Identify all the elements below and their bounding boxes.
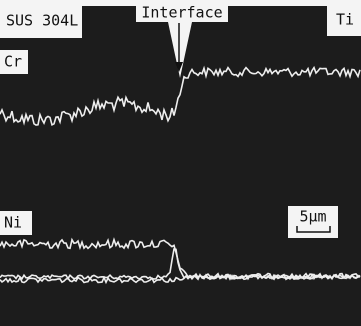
label-cr: Cr (4, 53, 22, 71)
label-left-material: SUS 304L (6, 12, 78, 30)
label-right-material: Ti (336, 11, 354, 29)
micrograph: SUS 304L Interface Ti Cr Ni 5μm (0, 0, 361, 326)
label-ni: Ni (4, 214, 22, 232)
label-interface: Interface (141, 4, 222, 22)
label-scale: 5μm (299, 208, 326, 226)
